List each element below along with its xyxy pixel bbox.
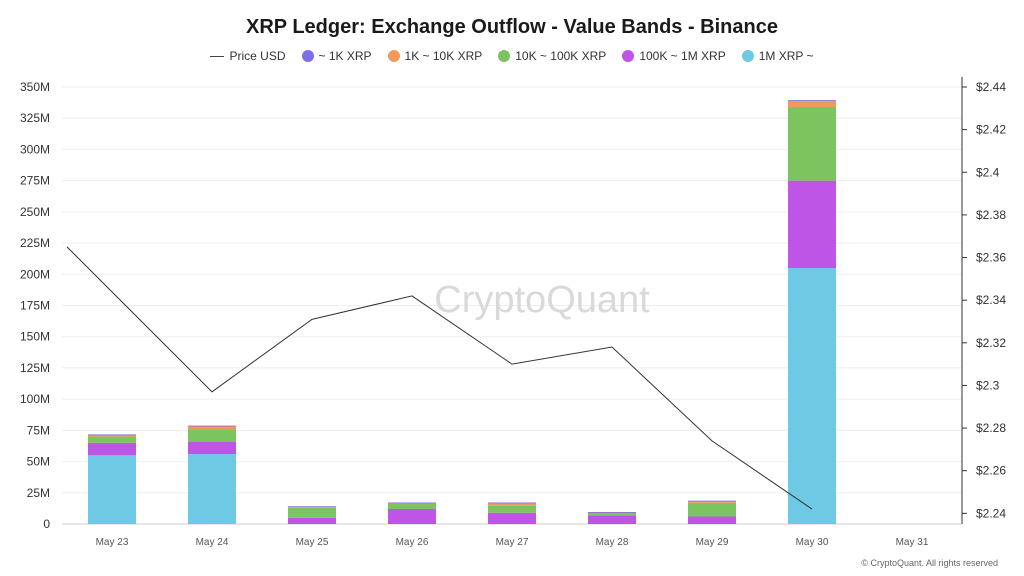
- legend-item[interactable]: 1M XRP ~: [741, 49, 814, 63]
- bar-segment: [388, 509, 436, 524]
- bar-segment: [388, 502, 436, 504]
- bar-segment: [88, 434, 136, 436]
- bar-segment: [88, 436, 136, 443]
- y-tick-label-right: $2.3: [976, 378, 1000, 392]
- legend-line-marker: [210, 55, 225, 57]
- y-tick-label-left: 125M: [20, 361, 50, 375]
- y-tick-label-right: $2.44: [976, 80, 1006, 94]
- bar-segment: [188, 425, 236, 430]
- y-tick-label-left: 50M: [27, 455, 50, 469]
- x-tick-label: May 25: [296, 537, 329, 548]
- y-tick-label-left: 300M: [20, 142, 50, 156]
- legend-item[interactable]: 10K ~ 100K XRP: [498, 49, 606, 63]
- watermark-text: CryptoQuant: [434, 279, 650, 321]
- y-tick-label-right: $2.26: [976, 464, 1006, 478]
- bar-segment: [788, 180, 836, 269]
- y-tick-label-left: 250M: [20, 205, 50, 219]
- bar-segment: [688, 502, 736, 517]
- bar-segment: [688, 500, 736, 502]
- legend-label: 1K ~ 10K XRP: [404, 49, 483, 63]
- bar-segment: [488, 502, 536, 506]
- y-tick-label-left: 200M: [20, 267, 50, 281]
- bar-segment: [288, 507, 336, 518]
- legend-item[interactable]: 100K ~ 1M XRP: [622, 49, 726, 63]
- bar-segment: [588, 515, 636, 524]
- bar-segment: [388, 502, 436, 505]
- y-tick-label-left: 225M: [20, 236, 50, 250]
- y-tick-label-right: $2.38: [976, 208, 1006, 222]
- chart-title: XRP Ledger: Exchange Outflow - Value Ban…: [246, 16, 778, 38]
- legend-dot-marker: [622, 50, 635, 62]
- x-tick-label: May 28: [596, 537, 629, 548]
- x-tick-label: May 29: [696, 537, 729, 548]
- bar-segment: [588, 512, 636, 516]
- legend-dot-marker: [741, 50, 754, 62]
- y-tick-label-right: $2.24: [976, 506, 1006, 520]
- legend-label: Price USD: [229, 49, 286, 63]
- legend-dot-marker: [498, 50, 511, 62]
- x-tick-label: May 24: [196, 537, 229, 548]
- bar-segment: [688, 500, 736, 503]
- x-tick-label: May 27: [496, 537, 529, 548]
- y-tick-label-right: $2.42: [976, 123, 1006, 137]
- x-tick-label: May 30: [796, 537, 829, 548]
- legend-item[interactable]: Price USD: [210, 49, 286, 63]
- bar-segment: [288, 506, 336, 508]
- x-tick-label: May 31: [896, 537, 929, 548]
- bar-segment: [388, 504, 436, 510]
- bar-segment: [88, 434, 136, 437]
- bar-segment: [488, 512, 536, 524]
- bar-segment: [788, 268, 836, 524]
- legend-label: 100K ~ 1M XRP: [639, 49, 726, 63]
- y-tick-label-right: $2.32: [976, 336, 1006, 350]
- legend-label: 10K ~ 100K XRP: [515, 49, 607, 63]
- y-tick-label-left: 175M: [20, 299, 50, 313]
- bar-segment: [88, 442, 136, 456]
- legend-dot-marker: [301, 50, 314, 62]
- bar-segment: [188, 429, 236, 442]
- bar-segment: [488, 505, 536, 513]
- bar-segment: [788, 100, 836, 107]
- y-tick-label-left: 75M: [27, 423, 50, 437]
- y-tick-label-left: 0: [43, 517, 50, 531]
- bar-segment: [588, 512, 636, 513]
- y-tick-label-left: 275M: [20, 174, 50, 188]
- x-tick-label: May 23: [96, 537, 129, 548]
- bar-segment: [188, 425, 236, 427]
- bar-segment: [288, 506, 336, 508]
- price-line: [66, 246, 813, 510]
- y-tick-label-left: 25M: [27, 486, 50, 500]
- legend-label: 1M XRP ~: [758, 49, 814, 63]
- x-tick-label: May 26: [396, 537, 429, 548]
- y-tick-label-left: 150M: [20, 330, 50, 344]
- y-tick-label-left: 350M: [20, 80, 50, 94]
- legend: Price USD ~ 1K XRP 1K ~ 10K XRP 10K ~ 100K …: [0, 49, 1024, 63]
- legend-item[interactable]: 1K ~ 10K XRP: [387, 49, 483, 63]
- legend-label: ~ 1K XRP: [318, 49, 372, 63]
- bar-segment: [488, 502, 536, 504]
- bar-segment: [88, 455, 136, 524]
- legend-dot-marker: [387, 50, 400, 62]
- bar-segment: [188, 454, 236, 524]
- y-tick-label-right: $2.4: [976, 165, 1000, 179]
- legend-item[interactable]: ~ 1K XRP: [301, 49, 372, 63]
- bar-segment: [188, 441, 236, 455]
- bar-segment: [788, 106, 836, 181]
- bar-segment: [288, 517, 336, 524]
- y-tick-label-left: 100M: [20, 392, 50, 406]
- y-tick-label-left: 325M: [20, 111, 50, 125]
- y-tick-label-right: $2.36: [976, 251, 1006, 265]
- bar-segment: [788, 100, 836, 101]
- bar-segment: [688, 516, 736, 524]
- copyright-text: © CryptoQuant. All rights reserved: [861, 558, 998, 568]
- y-tick-label-right: $2.28: [976, 421, 1006, 435]
- y-tick-label-right: $2.34: [976, 293, 1006, 307]
